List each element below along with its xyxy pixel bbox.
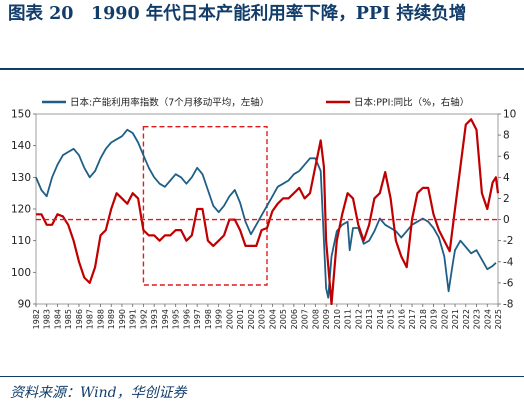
x-tick-label: 1996 [182,309,191,329]
x-tick-label: 2002 [247,309,256,329]
x-tick-label: 2006 [290,309,299,329]
x-tick-label: 1984 [53,309,62,329]
x-tick-label: 1988 [96,309,105,329]
x-tick-label: 2011 [344,309,353,329]
x-tick-label: 1998 [204,309,213,329]
y-right-tick-label: 8 [503,130,510,142]
x-tick-label: 2021 [451,309,460,329]
x-tick-label: 1987 [86,309,95,329]
x-tick-label: 2022 [462,309,471,329]
line-chart: 90 100 110 120 130 140 150 -8 -6 -4 -2 0 2 4 6 8 10 198… [11,97,516,330]
x-tick-label: 2005 [279,309,288,329]
x-tick-label: 2019 [430,309,439,329]
x-tick-label: 1999 [215,309,224,329]
page-title: 图表 20 1990 年代日本产能利用率下降，PPI 持续负增 [8,4,467,24]
y-right-tick-label: 6 [503,151,510,163]
x-tick-label: 1994 [161,309,170,329]
y-right-tick-label: -8 [503,299,513,311]
y-left-tick-label: 100 [11,267,31,279]
x-tick-label: 1986 [75,309,84,329]
x-tick-label: 2024 [483,309,492,329]
x-tick-label: 2014 [376,309,385,329]
x-tick-label: 1990 [118,309,127,329]
x-tick-label: 2020 [440,309,449,329]
x-tick-label: 1992 [139,309,148,329]
source-divider [0,376,524,377]
x-tick-label: 2001 [236,309,245,329]
y-left-tick-label: 90 [18,299,31,311]
x-tick-label: 1982 [32,309,41,329]
x-tick-label: 1985 [64,309,73,329]
x-tick-label: 2025 [494,309,503,329]
x-tick-label: 1983 [43,309,52,329]
x-tick-label: 2016 [397,309,406,329]
x-tick-label: 1993 [150,309,159,329]
x-tick-label: 1991 [129,309,138,329]
x-axis: 1982 1983 1984 1985 1986 1987 1988 1989 1990 1991… [32,304,503,329]
x-tick-label: 2009 [322,309,331,329]
legend-label-2: 日本:PPI:同比（%，右轴） [354,97,469,109]
x-tick-label: 2012 [354,309,363,329]
highlight-box [142,125,268,286]
y-left-tick-label: 150 [11,109,31,121]
y-right-tick-label: 0 [503,214,510,226]
y-right-tick-label: -2 [503,235,513,247]
y-right-tick-label: 10 [503,109,516,121]
y-left-tick-label: 120 [11,204,31,216]
y-left-tick-label: 130 [11,172,31,184]
title-divider [0,68,524,70]
x-tick-label: 2007 [301,309,310,329]
series-line-1 [35,128,497,299]
x-tick-label: 2003 [258,309,267,329]
x-tick-label: 2023 [473,309,482,329]
series-line-2 [36,118,500,306]
x-tick-label: 2010 [333,309,342,329]
x-tick-label: 2008 [311,309,320,329]
x-tick-label: 1989 [107,309,116,329]
y-right-tick-label: -6 [503,277,514,289]
y-right-tick-label: -4 [503,256,514,268]
legend-label-1: 日本:产能利用率指数（7个月移动平均，左轴） [70,97,269,109]
y-right-tick-label: 2 [503,193,510,205]
x-tick-label: 2015 [387,309,396,329]
x-tick-label: 1997 [193,309,202,329]
x-tick-label: 2013 [365,309,374,329]
y-left-axis: 90 100 110 120 130 140 150 [11,109,36,311]
highlight-box-layer [142,125,268,286]
y-right-tick-label: 4 [503,172,510,184]
x-tick-label: 2017 [408,309,417,329]
x-tick-label: 2000 [225,309,234,329]
x-tick-label: 2004 [268,309,277,329]
y-left-tick-label: 140 [11,140,31,152]
x-tick-label: 2018 [419,309,428,329]
y-right-axis: -8 -6 -4 -2 0 2 4 6 8 10 [498,109,516,311]
source-note: 资料来源：Wind，华创证券 [10,385,187,401]
x-tick-label: 1995 [172,309,181,329]
legend: 日本:产能利用率指数（7个月移动平均，左轴） 日本:PPI:同比（%，右轴） [42,97,469,109]
y-left-tick-label: 110 [11,235,31,247]
